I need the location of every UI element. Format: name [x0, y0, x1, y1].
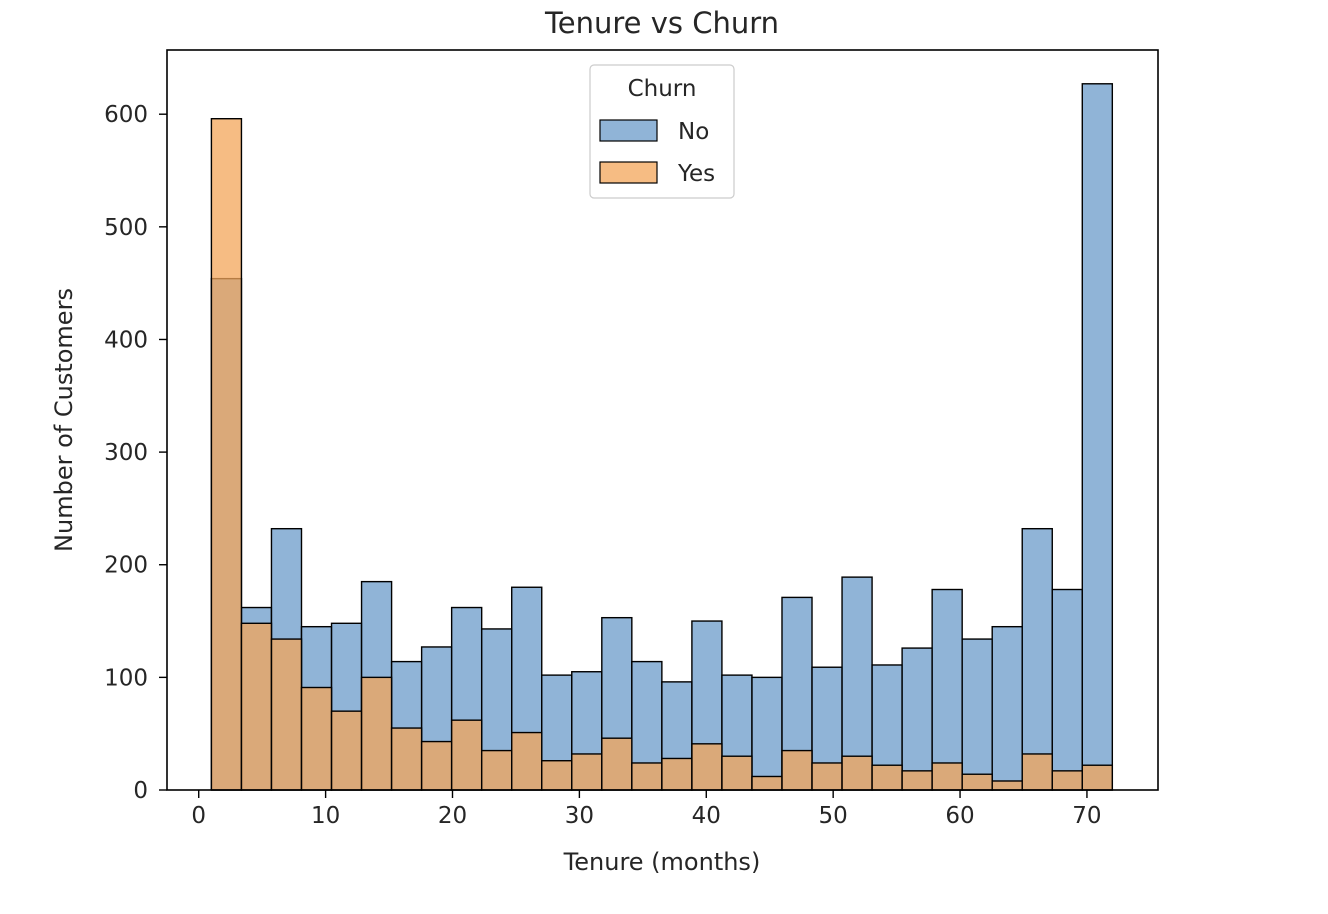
- bar-yes-4: [330, 710, 363, 791]
- legend-swatch-no: [599, 119, 658, 142]
- bar-no-18: [751, 676, 783, 791]
- y-tick-label: 500: [104, 215, 148, 241]
- bar-yes-25: [961, 773, 993, 791]
- bar-yes-12: [571, 753, 603, 791]
- bar-yes-1: [240, 622, 273, 791]
- bar-yes-9: [480, 749, 513, 791]
- plot-frame: [166, 49, 1159, 791]
- legend-label-no: No: [678, 119, 709, 145]
- series-yes-bars: [210, 118, 1114, 791]
- bar-yes-26: [991, 780, 1023, 791]
- bar-yes-2: [270, 638, 303, 791]
- y-axis-label: Number of Customers: [50, 288, 78, 552]
- x-tick-label: 50: [819, 803, 848, 829]
- bar-yes-0: [210, 118, 243, 791]
- x-tick-label: 0: [191, 803, 206, 829]
- bar-no-26: [991, 625, 1023, 791]
- bar-yes-3: [300, 686, 333, 791]
- bar-no-27: [1021, 527, 1053, 791]
- bar-yes-7: [420, 740, 453, 791]
- x-tick-label: 70: [1072, 803, 1101, 829]
- bar-yes-13: [601, 737, 633, 791]
- y-tick-label: 100: [104, 665, 148, 691]
- bar-yes-27: [1021, 753, 1053, 791]
- x-axis: 0 10 20 30 40 50 60 70: [191, 790, 1102, 829]
- bar-no-24: [931, 588, 963, 791]
- x-tick-label: 40: [692, 803, 721, 829]
- y-tick-label: 600: [104, 102, 148, 128]
- bar-yes-28: [1051, 770, 1083, 791]
- bar-no-29: [1081, 83, 1114, 791]
- bar-yes-16: [691, 743, 723, 791]
- bar-yes-22: [871, 764, 903, 791]
- bar-yes-19: [781, 749, 813, 791]
- y-tick-label: 200: [104, 553, 148, 579]
- y-tick-label: 0: [133, 778, 148, 804]
- bar-yes-6: [390, 727, 423, 791]
- x-axis-label: Tenure (months): [563, 848, 761, 876]
- bar-no-23: [901, 647, 933, 791]
- legend-title: Churn: [628, 76, 697, 102]
- x-tick-label: 60: [945, 803, 974, 829]
- legend-swatch-yes: [599, 161, 658, 184]
- bar-no-21: [841, 576, 873, 791]
- y-tick-label: 400: [104, 327, 148, 353]
- bar-yes-8: [450, 719, 483, 791]
- y-axis: 0 100 200 300 400 500 600: [104, 102, 167, 804]
- bar-yes-29: [1081, 764, 1114, 791]
- y-tick-label: 300: [104, 440, 148, 466]
- bar-yes-10: [511, 731, 543, 791]
- bar-yes-21: [841, 755, 873, 791]
- legend-label-yes: Yes: [677, 161, 715, 187]
- legend: Churn No Yes: [589, 64, 735, 199]
- bar-no-25: [961, 638, 993, 791]
- bar-yes-11: [541, 760, 573, 791]
- bar-yes-24: [931, 762, 963, 791]
- bar-yes-17: [721, 755, 753, 791]
- chart-title: Tenure vs Churn: [544, 6, 779, 40]
- bar-no-28: [1051, 588, 1083, 791]
- bar-yes-14: [631, 762, 663, 791]
- x-tick-label: 20: [438, 803, 467, 829]
- x-tick-label: 10: [311, 803, 340, 829]
- x-tick-label: 30: [565, 803, 594, 829]
- bar-yes-23: [901, 770, 933, 791]
- bar-yes-5: [360, 676, 393, 791]
- bar-yes-20: [811, 762, 843, 791]
- bar-yes-18: [751, 775, 783, 791]
- bar-yes-15: [661, 757, 693, 791]
